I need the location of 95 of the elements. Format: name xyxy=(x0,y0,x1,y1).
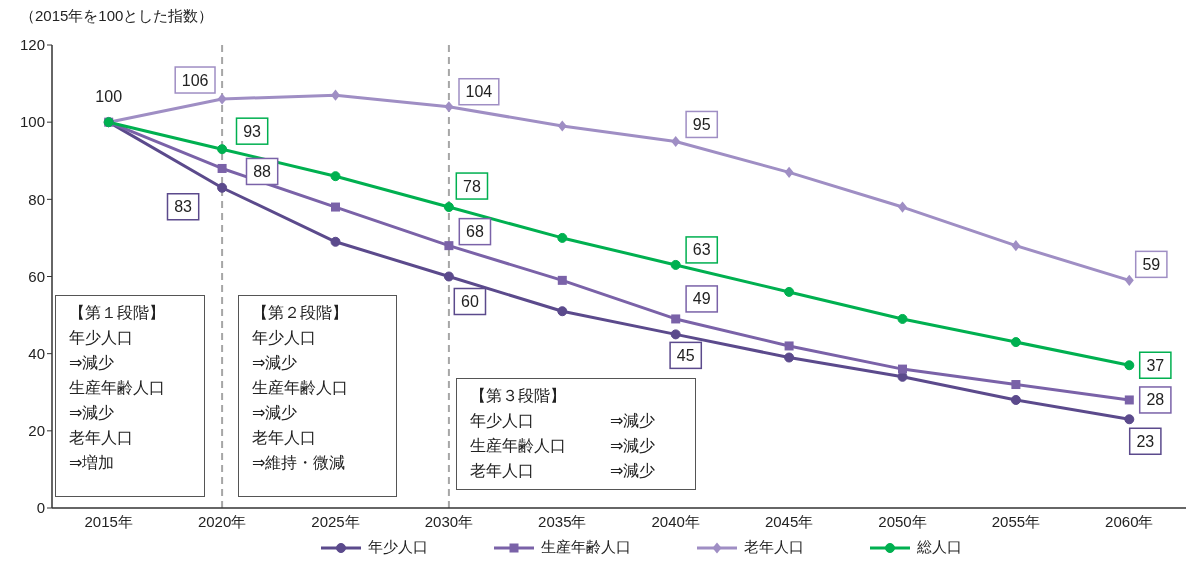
x-tick-label: 2045年 xyxy=(764,512,814,530)
point xyxy=(217,144,228,155)
legend-label: 老年人口 xyxy=(743,538,804,557)
annotation: 【第１段階】 xyxy=(69,303,165,323)
data-label: 28 xyxy=(1146,391,1165,409)
point xyxy=(557,306,568,317)
annotation: 生産年齢人口 xyxy=(470,436,566,456)
annotation: 【第３段階】 xyxy=(470,386,566,406)
annotation: ⇒減少 xyxy=(610,461,656,481)
point xyxy=(1124,395,1134,405)
point xyxy=(557,232,568,243)
point xyxy=(557,120,567,132)
data-label: 100 xyxy=(95,87,123,105)
annotation: 【第２段階】 xyxy=(252,303,348,323)
point xyxy=(1124,360,1135,371)
point xyxy=(557,275,567,285)
annotation: ⇒減少 xyxy=(610,411,656,431)
point xyxy=(217,93,227,105)
y-tick-label: 120 xyxy=(19,36,45,54)
point xyxy=(784,166,794,178)
point xyxy=(331,89,340,101)
annotation: 年少人口 xyxy=(470,411,534,431)
data-label: 106 xyxy=(181,71,209,89)
annotation: 年少人口 xyxy=(69,328,133,348)
data-label: 83 xyxy=(174,198,193,216)
x-tick-label: 2050年 xyxy=(878,512,927,530)
x-tick-label: 2060年 xyxy=(1105,512,1154,530)
point xyxy=(898,364,907,374)
point xyxy=(330,236,341,247)
data-label: 63 xyxy=(692,241,711,259)
annotation: 生産年齢人口 xyxy=(69,378,165,398)
annotation: 老年人口 xyxy=(252,428,316,448)
point xyxy=(1011,380,1021,390)
annotation: 老年人口 xyxy=(69,428,133,448)
data-label: 23 xyxy=(1136,432,1155,450)
x-tick-label: 2030年 xyxy=(424,512,474,530)
point xyxy=(331,202,340,212)
data-label: 95 xyxy=(692,115,711,133)
point xyxy=(784,286,795,297)
point xyxy=(784,341,794,351)
y-tick-label: 80 xyxy=(28,190,45,208)
point xyxy=(898,201,907,213)
x-tick-label: 2040年 xyxy=(651,512,700,530)
y-tick-label: 20 xyxy=(28,422,45,440)
point xyxy=(444,241,454,251)
data-label: 93 xyxy=(243,122,262,140)
annotation: ⇒減少 xyxy=(252,403,298,423)
data-label: 88 xyxy=(253,162,272,180)
data-label: 37 xyxy=(1146,356,1165,374)
annotation: ⇒減少 xyxy=(252,353,298,373)
legend-label: 年少人口 xyxy=(367,538,428,557)
x-tick-label: 2035年 xyxy=(538,512,587,530)
point xyxy=(1124,274,1134,286)
annotation: ⇒維持・微減 xyxy=(252,453,346,473)
y-axis-title: （2015年を100とした指数） xyxy=(20,7,214,26)
annotation: 生産年齢人口 xyxy=(252,378,348,398)
legend-label: 生産年齢人口 xyxy=(540,538,631,557)
data-label: 59 xyxy=(1142,255,1161,273)
data-label: 45 xyxy=(676,346,695,364)
point xyxy=(671,314,681,324)
data-label: 68 xyxy=(466,223,484,241)
point xyxy=(444,101,454,113)
annotation: 老年人口 xyxy=(470,461,534,481)
x-tick-label: 2025年 xyxy=(311,512,360,530)
point xyxy=(670,259,681,270)
y-tick-label: 40 xyxy=(28,344,45,362)
point xyxy=(671,135,681,148)
point xyxy=(784,352,795,363)
point xyxy=(443,202,454,213)
annotation: ⇒減少 xyxy=(69,403,115,423)
data-label: 78 xyxy=(463,177,481,195)
annotation: ⇒減少 xyxy=(69,353,115,373)
data-label: 49 xyxy=(692,290,711,308)
point xyxy=(897,313,908,324)
y-tick-label: 60 xyxy=(28,267,45,285)
annotation: ⇒増加 xyxy=(69,453,115,473)
point xyxy=(1010,394,1021,405)
x-tick-label: 2020年 xyxy=(197,512,247,530)
y-tick-label: 100 xyxy=(19,113,45,131)
x-tick-label: 2055年 xyxy=(991,512,1041,530)
point xyxy=(217,163,227,173)
data-label: 104 xyxy=(465,83,493,101)
y-tick-label: 0 xyxy=(36,499,45,517)
point xyxy=(443,271,454,282)
point xyxy=(1124,414,1135,425)
point xyxy=(1010,337,1021,348)
point xyxy=(670,329,681,340)
x-tick-label: 2015年 xyxy=(84,512,133,530)
point xyxy=(330,171,341,182)
annotation: 年少人口 xyxy=(252,328,316,348)
annotation: ⇒減少 xyxy=(610,436,656,456)
legend-label: 総人口 xyxy=(916,538,962,557)
point xyxy=(1011,240,1021,252)
data-label: 60 xyxy=(461,293,479,310)
point xyxy=(217,182,228,193)
